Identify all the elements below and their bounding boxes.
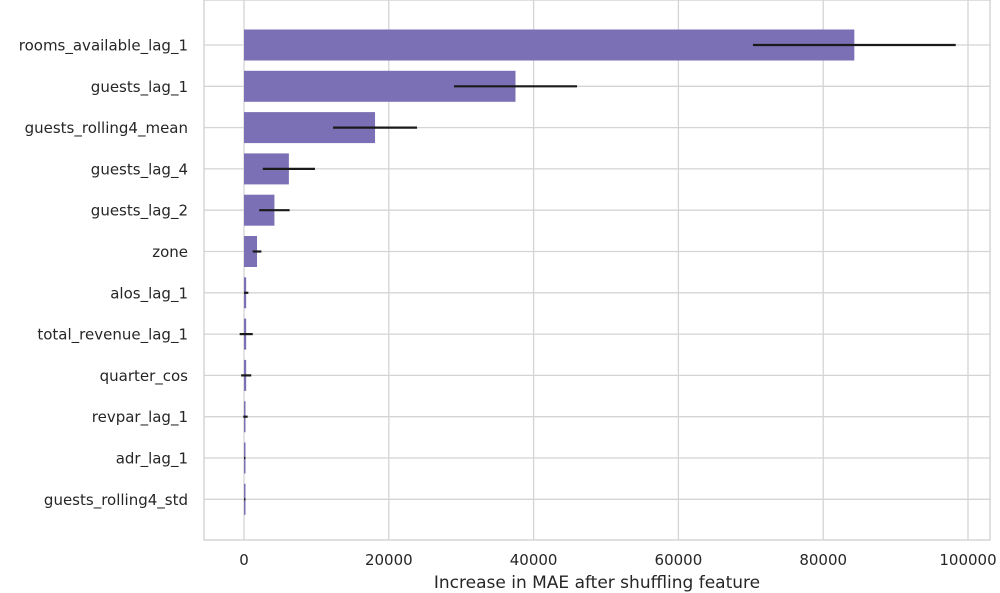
bar-zone (244, 236, 258, 267)
y-tick-label: alos_lag_1 (110, 284, 188, 303)
x-tick-label: 80000 (799, 551, 847, 569)
x-tick-label: 0 (239, 551, 249, 569)
y-tick-label: guests_lag_4 (91, 160, 188, 179)
y-tick-label: adr_lag_1 (116, 450, 188, 469)
x-tick-label: 60000 (655, 551, 703, 569)
y-tick-label: guests_rolling4_std (44, 491, 188, 510)
error-bars (239, 43, 956, 501)
y-tick-label: total_revenue_lag_1 (37, 326, 188, 345)
y-tick-label: quarter_cos (100, 367, 189, 386)
y-tick-labels: rooms_available_lag_1 guests_lag_1 guests_… (19, 37, 188, 510)
x-tick-label: 40000 (510, 551, 558, 569)
y-tick-label: rooms_available_lag_1 (19, 37, 188, 56)
x-tick-label: 100000 (939, 551, 996, 569)
y-tick-label: guests_rolling4_mean (25, 119, 188, 138)
bar-rooms-available-lag-1 (244, 29, 855, 61)
x-tick-labels: 0 20000 40000 60000 80000 100000 (239, 551, 996, 569)
y-tick-label: guests_lag_2 (91, 202, 188, 221)
y-tick-label: guests_lag_1 (91, 78, 188, 97)
x-axis-title: Increase in MAE after shuffling feature (434, 573, 760, 593)
y-tick-label: zone (152, 243, 188, 261)
y-tick-label: revpar_lag_1 (92, 408, 188, 427)
x-tick-label: 20000 (365, 551, 413, 569)
